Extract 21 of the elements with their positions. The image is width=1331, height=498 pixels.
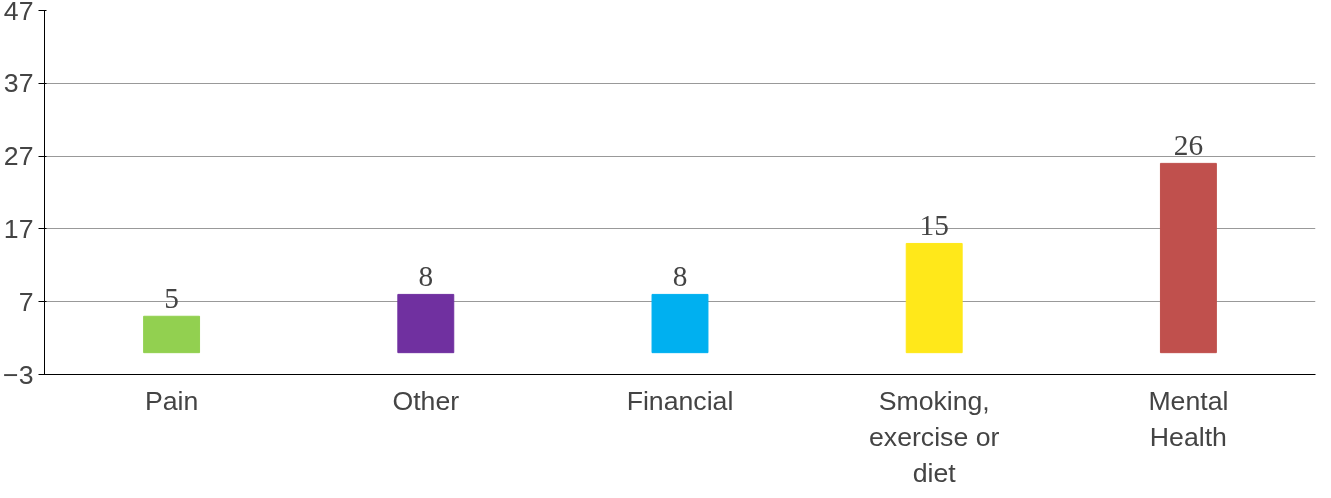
y-tick-label: 47 xyxy=(3,0,34,26)
x-tick-label: Financial xyxy=(626,385,734,416)
x-tick-label: Pain xyxy=(144,385,199,416)
bar xyxy=(1159,162,1217,354)
bar xyxy=(651,293,709,354)
bar xyxy=(905,242,963,354)
data-label: 8 xyxy=(418,260,434,293)
y-tick-label: 37 xyxy=(3,68,34,99)
data-label: 8 xyxy=(672,260,688,293)
data-label: 26 xyxy=(1173,129,1204,162)
bar xyxy=(397,293,455,354)
y-tick-label: 27 xyxy=(3,141,34,172)
y-tick-label: 7 xyxy=(18,286,34,317)
y-tick-label: 17 xyxy=(3,213,34,244)
bar xyxy=(143,315,201,354)
x-tick-label: Other xyxy=(392,385,460,416)
data-label: 15 xyxy=(919,209,949,242)
x-tick-label: Mental Health xyxy=(1148,385,1229,452)
y-tick-label: −3 xyxy=(3,359,34,390)
data-label: 5 xyxy=(164,282,179,315)
x-tick-label: Smoking, exercise or diet xyxy=(869,385,1000,488)
